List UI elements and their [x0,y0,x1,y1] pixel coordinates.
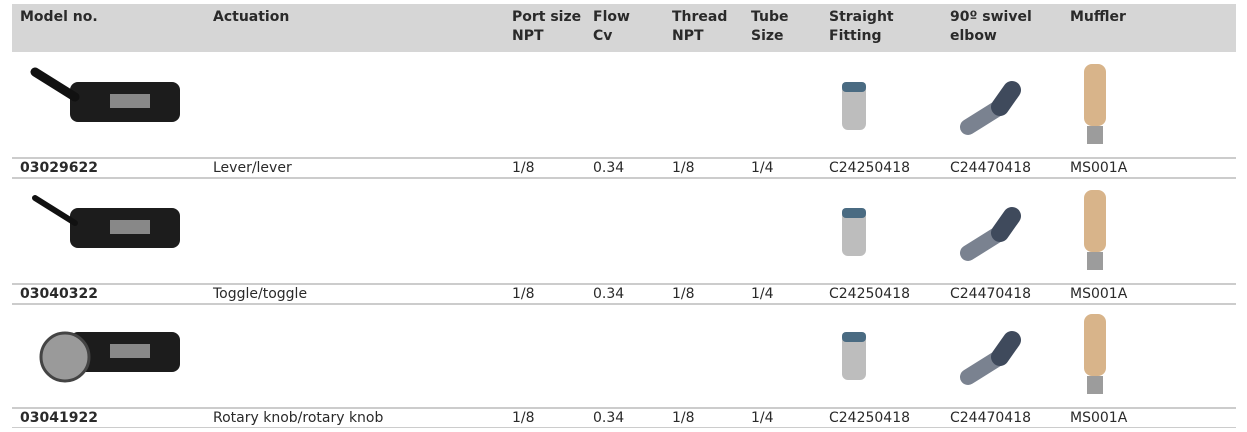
cell: MS001A [1070,160,1128,176]
valve-label [110,344,150,358]
fitting-cap [842,208,866,218]
cell: C24250418 [829,410,910,426]
model-number: 03041922 [20,410,98,426]
cell: C24250418 [829,286,910,302]
cell: 1/8 [672,160,695,176]
model-number: 03029622 [20,160,98,176]
muffler-thread [1087,252,1103,270]
column-header: NPT [672,28,704,44]
cell: 1/4 [751,410,774,426]
fitting-cap [842,332,866,342]
cell: 1/8 [672,286,695,302]
muffler [1084,64,1106,126]
column-header: Cv [593,28,612,44]
column-header: 90º swivel [950,9,1032,25]
cell: 0.34 [593,286,624,302]
fitting [842,84,866,130]
cell: 1/8 [512,410,535,426]
cell: 1/8 [672,410,695,426]
lever [32,195,78,226]
cell: C24250418 [829,160,910,176]
column-header: Straight [829,9,894,25]
cell: 0.34 [593,410,624,426]
muffler [1084,314,1106,376]
elbow-image [960,81,1021,135]
column-header: Model no. [20,9,98,25]
muffler-image [1084,314,1106,394]
cell: Lever/lever [213,160,292,176]
muffler [1084,190,1106,252]
elbow-arm [991,207,1021,242]
cell: 1/8 [512,160,535,176]
elbow-image [960,331,1021,385]
cell: 1/8 [512,286,535,302]
fitting-image [842,208,866,256]
column-header: Muffler [1070,9,1126,25]
knob [39,331,91,383]
column-header: Port size [512,9,581,25]
fitting [842,334,866,380]
elbow-arm [991,331,1021,366]
column-header: Flow [593,9,630,25]
product-image [32,195,180,248]
muffler-thread [1087,126,1103,144]
column-header: Tube [751,9,789,25]
muffler-image [1084,190,1106,270]
lever [30,67,80,102]
column-header: NPT [512,28,544,44]
cell: C24470418 [950,160,1031,176]
model-number: 03040322 [20,286,98,302]
column-header: elbow [950,28,997,44]
cell: 0.34 [593,160,624,176]
valve-label [110,220,150,234]
cell: Rotary knob/rotary knob [213,410,383,426]
valve-label [110,94,150,108]
column-header: Fitting [829,28,882,44]
product-image [39,331,180,383]
cell: MS001A [1070,286,1128,302]
elbow-arm [991,81,1021,116]
cell: MS001A [1070,410,1128,426]
elbow-image [960,207,1021,261]
cell: Toggle/toggle [212,286,307,302]
fitting-cap [842,82,866,92]
fitting [842,210,866,256]
fitting-image [842,82,866,130]
column-header: Size [751,28,784,44]
cell: 1/4 [751,160,774,176]
muffler-thread [1087,376,1103,394]
cell: C24470418 [950,410,1031,426]
column-header: Actuation [213,9,289,25]
cell: 1/4 [751,286,774,302]
column-header: Thread [672,9,727,25]
fitting-image [842,332,866,380]
product-image [30,67,180,122]
header-band [12,4,1236,52]
cell: C24470418 [950,286,1031,302]
muffler-image [1084,64,1106,144]
